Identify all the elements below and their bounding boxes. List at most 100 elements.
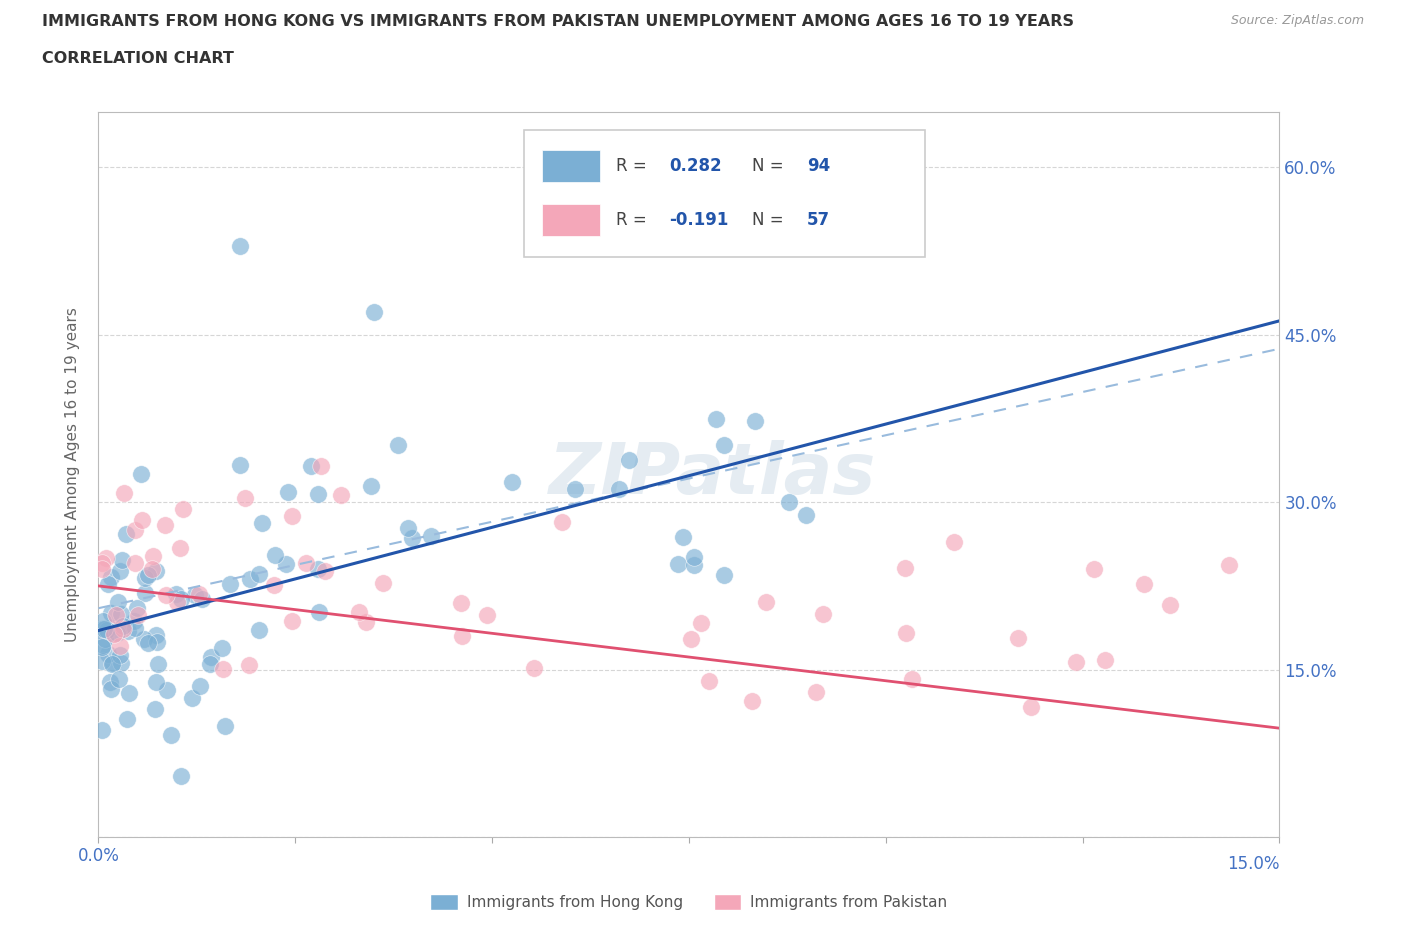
Point	[142, 548, 165, 563]
Point	[132, 631, 155, 646]
Point	[564, 482, 586, 497]
Point	[124, 556, 146, 571]
Point	[264, 548, 287, 563]
Point	[247, 566, 270, 581]
Point	[136, 636, 159, 651]
Point	[387, 438, 409, 453]
Point	[125, 601, 148, 616]
Point	[671, 530, 693, 545]
Point	[191, 591, 214, 606]
Point	[281, 509, 304, 524]
Point	[134, 585, 156, 600]
Point	[744, 413, 766, 428]
Point	[170, 768, 193, 783]
Point	[666, 557, 689, 572]
Point	[188, 587, 211, 602]
Point	[450, 595, 472, 610]
FancyBboxPatch shape	[543, 205, 600, 236]
Point	[360, 479, 382, 494]
Point	[307, 486, 329, 501]
Point	[170, 591, 193, 606]
Point	[91, 723, 114, 737]
Point	[156, 683, 179, 698]
Point	[309, 459, 332, 474]
Point	[212, 661, 235, 676]
Text: R =: R =	[616, 157, 647, 175]
Point	[112, 485, 135, 500]
Point	[165, 587, 187, 602]
Point	[901, 672, 924, 687]
Point	[131, 512, 153, 527]
Point	[679, 631, 702, 646]
Point	[108, 564, 131, 578]
Point	[281, 614, 304, 629]
Point	[96, 551, 118, 565]
Point	[101, 625, 124, 640]
Point	[91, 654, 114, 669]
Point	[475, 608, 498, 623]
Point	[1083, 562, 1105, 577]
Point	[160, 728, 183, 743]
Point	[307, 562, 329, 577]
Point	[607, 482, 630, 497]
Text: R =: R =	[616, 211, 647, 230]
Point	[401, 531, 423, 546]
Point	[141, 562, 163, 577]
Point	[755, 595, 778, 610]
Point	[181, 691, 204, 706]
Point	[200, 649, 222, 664]
Point	[713, 437, 735, 452]
Point	[100, 569, 122, 584]
Point	[299, 458, 322, 473]
Text: 15.0%: 15.0%	[1227, 856, 1279, 873]
Point	[617, 453, 640, 468]
Point	[354, 614, 377, 629]
Point	[91, 637, 114, 652]
Point	[198, 657, 221, 671]
Point	[314, 564, 336, 578]
Point	[110, 639, 132, 654]
Point	[250, 516, 273, 531]
Point	[105, 626, 128, 641]
FancyBboxPatch shape	[523, 130, 925, 257]
Point	[349, 604, 371, 619]
Text: ZIPatlas: ZIPatlas	[548, 440, 876, 509]
Point	[136, 567, 159, 582]
Point	[239, 572, 262, 587]
Point	[93, 621, 115, 636]
Point	[111, 621, 134, 636]
Point	[145, 675, 167, 690]
Point	[420, 528, 443, 543]
Point	[704, 412, 727, 427]
Point	[172, 501, 194, 516]
Point	[713, 567, 735, 582]
Point	[91, 614, 114, 629]
Text: IMMIGRANTS FROM HONG KONG VS IMMIGRANTS FROM PAKISTAN UNEMPLOYMENT AMONG AGES 16: IMMIGRANTS FROM HONG KONG VS IMMIGRANTS …	[42, 14, 1074, 29]
Point	[683, 550, 706, 565]
Point	[308, 604, 330, 619]
Point	[134, 571, 156, 586]
Point	[115, 711, 138, 726]
Point	[97, 577, 120, 591]
Point	[91, 622, 114, 637]
Text: Source: ZipAtlas.com: Source: ZipAtlas.com	[1230, 14, 1364, 27]
Point	[238, 658, 260, 672]
Point	[103, 656, 125, 671]
Point	[811, 606, 834, 621]
Point	[98, 675, 121, 690]
Point	[1218, 557, 1240, 572]
Point	[894, 626, 917, 641]
Point	[274, 556, 297, 571]
Point	[122, 614, 145, 629]
Text: CORRELATION CHART: CORRELATION CHART	[42, 51, 233, 66]
Point	[108, 671, 131, 686]
Point	[295, 556, 318, 571]
Point	[153, 517, 176, 532]
Text: -0.191: -0.191	[669, 211, 728, 230]
Point	[451, 629, 474, 644]
Point	[98, 620, 121, 635]
Point	[1159, 598, 1181, 613]
Point	[211, 641, 233, 656]
Point	[145, 564, 167, 578]
Point	[111, 552, 134, 567]
